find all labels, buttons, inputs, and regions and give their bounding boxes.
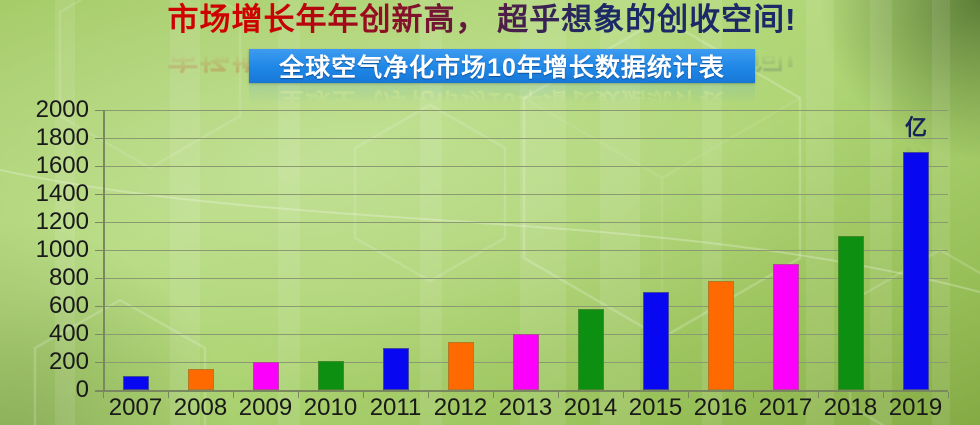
page-title: 市场增长年年创新高， 超乎想象的创收空间! [0, 1, 972, 39]
x-tick-label: 2019 [888, 394, 943, 421]
y-axis-tick [95, 334, 103, 335]
bar-2016 [707, 280, 734, 390]
y-axis-tick [95, 166, 103, 167]
bar-2012 [447, 342, 474, 390]
bar-2008 [187, 369, 214, 390]
bar-2018 [837, 236, 864, 390]
y-axis-line [103, 110, 105, 390]
x-axis-tick [688, 392, 689, 398]
bar-2017 [772, 264, 799, 390]
gridline [103, 306, 948, 307]
gridline [103, 250, 948, 251]
bar-2014 [577, 308, 604, 390]
y-axis-tick [95, 194, 103, 195]
x-tick-label: 2017 [758, 394, 813, 421]
y-tick-label: 800 [48, 264, 89, 291]
unit-label: 亿 [904, 115, 927, 140]
background-stripe [278, 0, 300, 425]
bar-2019 [902, 152, 929, 390]
y-tick-label: 2000 [35, 96, 89, 123]
y-tick-label: 1200 [35, 208, 89, 235]
bar-2015 [642, 292, 669, 390]
chart-title-banner: 全球空气净化市场10年增长数据统计表 [249, 49, 755, 83]
chart-title-label: 全球空气净化市场10年增长数据统计表 [279, 54, 725, 82]
y-tick-label: 400 [48, 320, 89, 347]
gridline [103, 194, 948, 195]
y-tick-label: 200 [48, 348, 89, 375]
background-stripe [55, 0, 75, 425]
x-tick-label: 2007 [108, 394, 163, 421]
y-axis-tick [95, 138, 103, 139]
x-axis-line [95, 390, 948, 392]
gridline [103, 222, 948, 223]
y-axis-tick [95, 110, 103, 111]
x-tick-label: 2018 [823, 394, 878, 421]
x-tick-label: 2008 [173, 394, 228, 421]
bar-2013 [512, 334, 539, 390]
x-tick-label: 2010 [303, 394, 358, 421]
y-tick-label: 1800 [35, 124, 89, 151]
y-axis-tick [95, 278, 103, 279]
x-tick-label: 2012 [433, 394, 488, 421]
chart-title-banner-reflection: 全球空气净化市场10年增长数据统计表 [249, 85, 755, 105]
y-tick-label: 600 [48, 292, 89, 319]
x-axis-tick [558, 392, 559, 398]
x-axis-tick [623, 392, 624, 398]
background-stripe [932, 0, 950, 425]
y-tick-label: 1400 [35, 180, 89, 207]
bar-2009 [252, 362, 279, 390]
x-tick-label: 2016 [693, 394, 748, 421]
y-axis-tick [95, 222, 103, 223]
x-tick-label: 2013 [498, 394, 553, 421]
y-axis-tick [95, 250, 103, 251]
x-axis-tick [298, 392, 299, 398]
x-axis-tick [753, 392, 754, 398]
x-axis-tick [233, 392, 234, 398]
background-stripe [806, 0, 834, 425]
x-axis-tick [883, 392, 884, 398]
y-tick-label: 1000 [35, 236, 89, 263]
x-axis-tick [428, 392, 429, 398]
bar-2007 [122, 376, 149, 390]
bar-2010 [317, 360, 344, 390]
gridline [103, 166, 948, 167]
x-axis-tick [363, 392, 364, 398]
gridline [103, 110, 948, 111]
y-axis-tick [95, 362, 103, 363]
x-tick-label: 2009 [238, 394, 293, 421]
x-axis-tick [103, 392, 104, 398]
background-stripe [870, 0, 892, 425]
y-tick-label: 0 [75, 376, 89, 403]
bar-2011 [382, 348, 409, 390]
gridline [103, 278, 948, 279]
unit-label-reflection: 亿 [904, 135, 927, 160]
y-tick-label: 1600 [35, 152, 89, 179]
x-axis-tick [818, 392, 819, 398]
y-axis-tick [95, 306, 103, 307]
background-stripe [420, 0, 442, 425]
x-tick-label: 2014 [563, 394, 618, 421]
x-axis-tick [493, 392, 494, 398]
background-stripe [170, 0, 200, 425]
x-tick-label: 2011 [369, 394, 422, 421]
x-axis-tick [948, 392, 949, 398]
x-axis-tick [168, 392, 169, 398]
x-tick-label: 2015 [628, 394, 683, 421]
gridline [103, 138, 948, 139]
